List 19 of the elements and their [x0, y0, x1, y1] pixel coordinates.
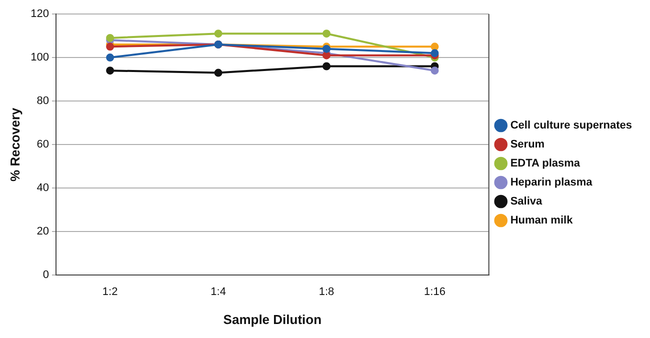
- y-tick-label: 20: [36, 226, 49, 238]
- y-tick-label: 60: [36, 138, 49, 151]
- legend-label: Heparin plasma: [510, 176, 594, 189]
- y-tick-label: 120: [30, 8, 49, 20]
- x-tick-label: 1:8: [318, 286, 334, 298]
- legend-label: Cell culture supernates: [510, 120, 632, 132]
- y-axis-title: % Recovery: [7, 106, 22, 182]
- y-tick-label: 100: [30, 52, 49, 64]
- x-tick-label: 1:2: [102, 286, 118, 298]
- y-tick-label: 40: [36, 182, 49, 194]
- legend-label: Serum: [510, 138, 545, 151]
- legend-label: Human milk: [510, 214, 574, 227]
- x-tick-label: 1:16: [424, 286, 446, 298]
- y-tick-label: 0: [42, 269, 49, 282]
- x-tick-label: 1:4: [210, 286, 226, 298]
- x-axis-title: Sample Dilution: [223, 312, 322, 327]
- legend-label: EDTA plasma: [510, 158, 581, 170]
- legend-label: Saliva: [510, 196, 544, 208]
- y-tick-label: 80: [36, 95, 49, 108]
